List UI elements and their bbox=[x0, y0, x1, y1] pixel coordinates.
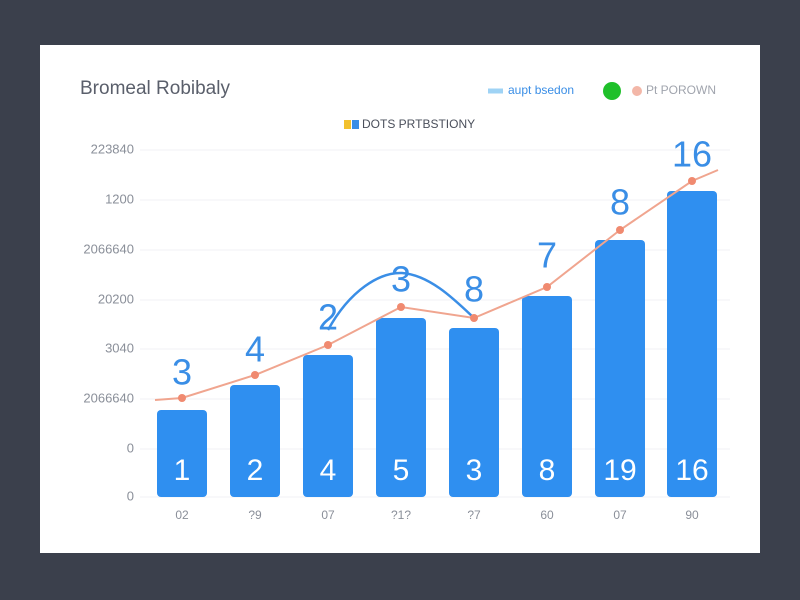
x-axis-label: ?9 bbox=[248, 508, 262, 522]
bar bbox=[522, 296, 572, 497]
bar-label: 4 bbox=[320, 454, 337, 487]
bar bbox=[449, 328, 499, 497]
bar-label: 2 bbox=[247, 454, 264, 487]
bar-label: 8 bbox=[539, 454, 556, 487]
point-label: 16 bbox=[672, 134, 712, 175]
legend-label: Pt POROWN bbox=[646, 83, 716, 97]
y-axis-label: 223840 bbox=[91, 141, 134, 156]
bar-label: 19 bbox=[603, 454, 636, 487]
bar bbox=[667, 191, 717, 497]
bar bbox=[376, 318, 426, 497]
point-label: 7 bbox=[537, 235, 557, 276]
bar bbox=[303, 355, 353, 497]
title: Bromeal Robibaly bbox=[80, 78, 230, 99]
x-axis-label: 60 bbox=[540, 508, 554, 522]
bar bbox=[595, 240, 645, 497]
point bbox=[543, 283, 551, 291]
point bbox=[178, 394, 186, 402]
x-axis-label: 07 bbox=[613, 508, 627, 522]
subtitle: DOTS PRTBSTIONY bbox=[362, 117, 475, 131]
point-label: 3 bbox=[172, 352, 192, 393]
legend-dot bbox=[632, 86, 642, 96]
bar-label: 1 bbox=[174, 454, 191, 487]
legend-label: aupt bsedon bbox=[508, 83, 574, 97]
arc-line bbox=[326, 271, 475, 331]
x-axis-label: 02 bbox=[175, 508, 189, 522]
y-axis-label: 3040 bbox=[105, 340, 134, 355]
y-axis-label: 0 bbox=[127, 488, 134, 503]
point bbox=[397, 303, 405, 311]
point-label: 8 bbox=[610, 182, 630, 223]
bar-label: 16 bbox=[675, 454, 708, 487]
y-axis-label: 2066640 bbox=[83, 390, 134, 405]
trend-line bbox=[154, 169, 719, 401]
x-axis-label: ?1? bbox=[391, 508, 411, 522]
plot: 223840 1200 2066640 20200 3040 2066640 0 0 1 02 2?… bbox=[83, 134, 730, 522]
point-label: 8 bbox=[464, 269, 484, 310]
legend-dot bbox=[603, 82, 621, 100]
point bbox=[470, 314, 478, 322]
point bbox=[688, 177, 696, 185]
legend-swatch bbox=[344, 120, 351, 129]
bar bbox=[157, 410, 207, 497]
y-axis-label: 0 bbox=[127, 440, 134, 455]
y-axis-label: 20200 bbox=[98, 291, 134, 306]
point-label: 2 bbox=[318, 297, 338, 338]
point bbox=[251, 371, 259, 379]
bar bbox=[230, 385, 280, 497]
x-axis-label: 07 bbox=[321, 508, 335, 522]
legend-swatch bbox=[352, 120, 359, 129]
point bbox=[616, 226, 624, 234]
point-label: 3 bbox=[391, 259, 411, 300]
bar-label: 3 bbox=[466, 454, 483, 487]
y-axis-label: 1200 bbox=[105, 191, 134, 206]
y-axis-label: 2066640 bbox=[83, 241, 134, 256]
point-label: 4 bbox=[245, 329, 265, 370]
x-axis-label: 90 bbox=[685, 508, 699, 522]
x-axis-label: ?7 bbox=[467, 508, 481, 522]
point bbox=[324, 341, 332, 349]
bar-label: 5 bbox=[393, 454, 410, 487]
